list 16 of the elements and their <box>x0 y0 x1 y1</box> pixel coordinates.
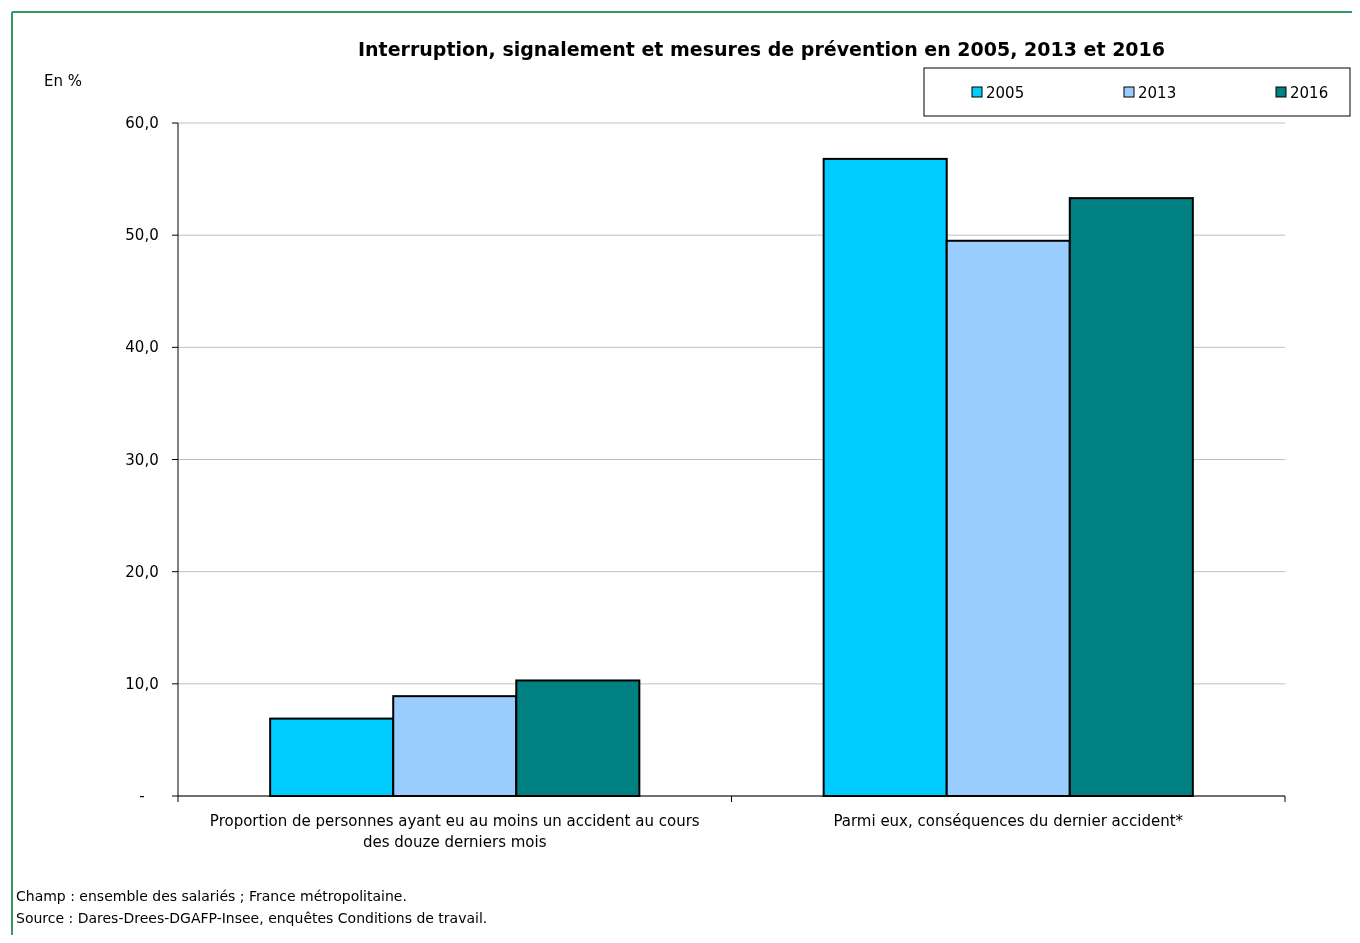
legend-label: 2013 <box>1138 84 1177 102</box>
legend-label: 2005 <box>986 84 1025 102</box>
y-tick-label: 30,0 <box>125 450 159 469</box>
y-tick-label: 40,0 <box>125 338 159 357</box>
chart-title: Interruption, signalement et mesures de prévention en 2005, 2013 et 2016 <box>357 38 1166 60</box>
y-tick-label: - <box>139 787 145 805</box>
source-note: Source : Dares-Drees-DGAFP-Insee, enquêtes Conditions de travail. <box>16 910 488 926</box>
x-tick-label: Proportion de personnes ayant eu au moins un accident au cours des douze derniers mois <box>209 812 700 851</box>
y-tick-label: 10,0 <box>125 674 159 693</box>
y-axis-title: En % <box>44 72 83 90</box>
y-tick-label: 50,0 <box>125 226 159 245</box>
legend-label: 2016 <box>1290 84 1329 102</box>
y-tick-label: 20,0 <box>125 562 159 581</box>
x-tick-label: Parmi eux, conséquences du dernier accident* <box>833 812 1184 830</box>
y-tick-label: 60,0 <box>125 114 159 132</box>
text: Champ : ensemble des salariés ; France métropolitaine. <box>16 888 407 904</box>
